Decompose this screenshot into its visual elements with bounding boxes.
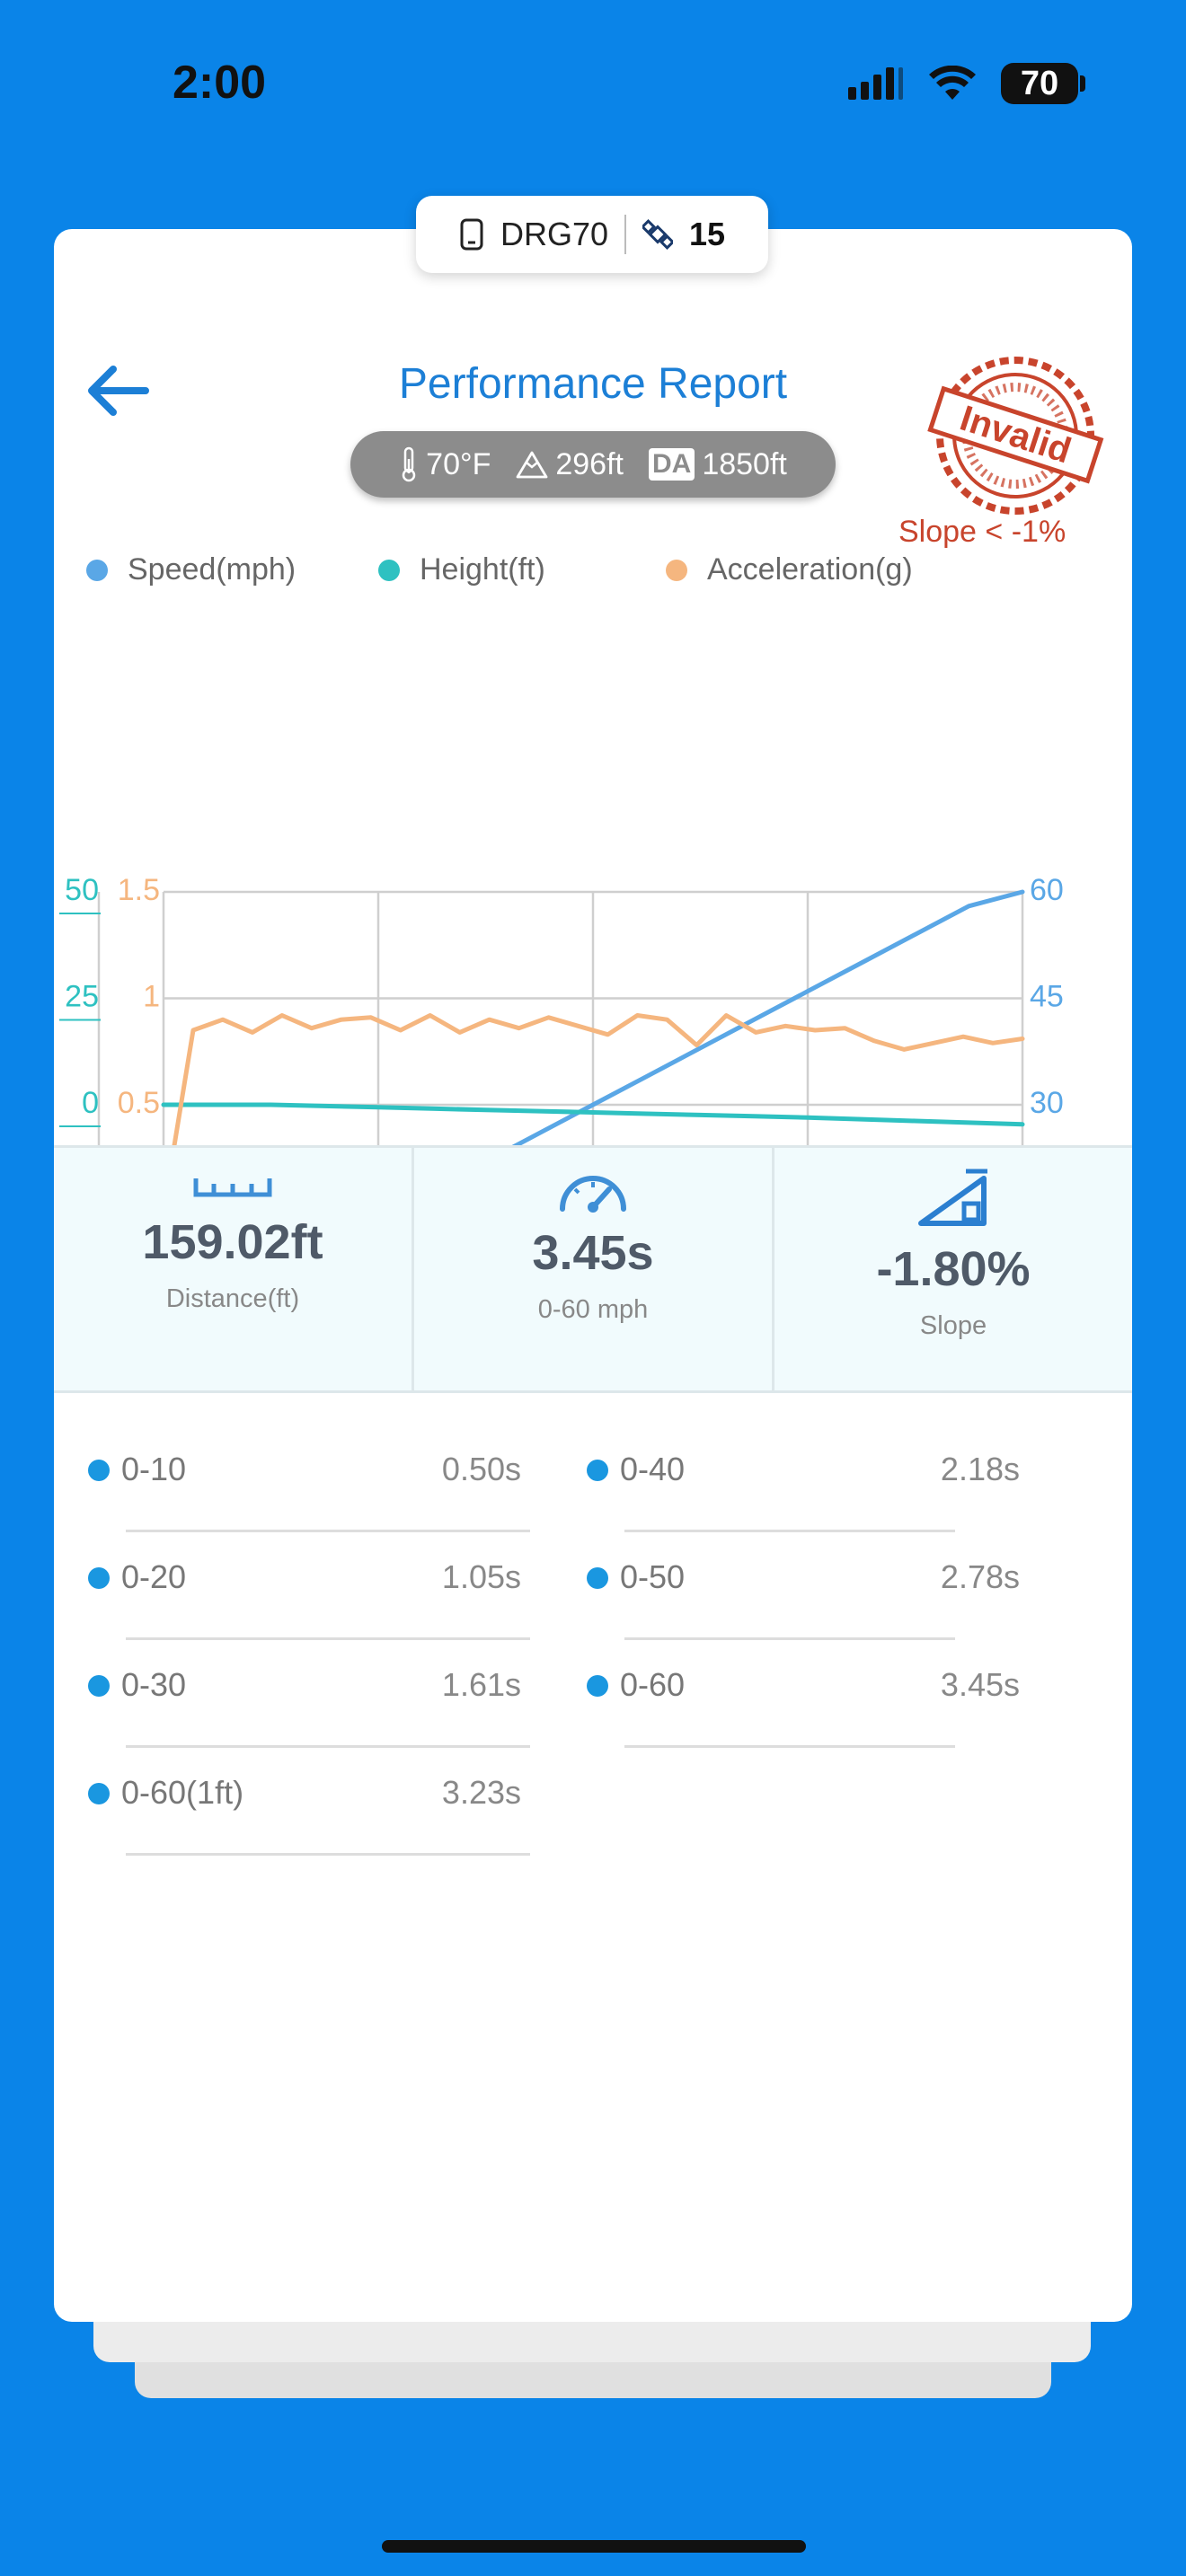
legend-dot-acceleration <box>666 559 687 581</box>
density-altitude-item: DA 1850ft <box>648 446 787 482</box>
stat-value: 159.02ft <box>142 1215 323 1269</box>
split-divider <box>624 1745 955 1748</box>
split-label: 0-60(1ft) <box>121 1774 244 1811</box>
split-label: 0-40 <box>620 1451 686 1487</box>
accel-tick-label: 0.5 <box>118 1086 160 1120</box>
split-row: 0-40 2.18s <box>553 1424 1020 1532</box>
stat-label: 0-60 mph <box>537 1295 649 1324</box>
split-row: 0-60(1ft) 3.23s <box>54 1747 530 1856</box>
height-line <box>161 1102 1025 1127</box>
speed-tick-label: 60 <box>1030 873 1064 907</box>
legend-label: Speed(mph) <box>128 552 296 587</box>
split-divider <box>126 1853 530 1856</box>
split-row: 0-20 1.05s <box>54 1531 530 1640</box>
split-value: 2.78s <box>940 1558 1020 1595</box>
report-card: Performance Report 70°F 296ft DA 1850ft <box>54 229 1132 2322</box>
stat-value: -1.80% <box>876 1242 1031 1296</box>
pill-divider <box>624 215 626 254</box>
altitude-value: 296ft <box>555 446 624 481</box>
split-dot <box>88 1675 110 1697</box>
ruler-icon <box>193 1178 272 1197</box>
split-divider <box>624 1637 955 1640</box>
density-altitude-value: 1850ft <box>702 446 787 481</box>
stat-label: Distance(ft) <box>165 1284 300 1313</box>
split-divider <box>624 1530 955 1532</box>
stat-value: 3.45s <box>532 1226 654 1280</box>
device-icon <box>460 218 483 251</box>
height-tick-label: 50 <box>65 873 99 907</box>
split-dot <box>88 1567 110 1589</box>
speedometer-icon <box>560 1176 626 1213</box>
split-value: 1.61s <box>441 1666 521 1703</box>
split-dot <box>587 1460 608 1481</box>
split-dot <box>88 1460 110 1481</box>
mountain-icon <box>516 451 548 479</box>
slope-icon <box>918 1169 987 1226</box>
speed-tick-label: 45 <box>1030 979 1064 1013</box>
wifi-icon <box>929 66 976 100</box>
accel-tick-label: 1.5 <box>118 873 160 907</box>
accel-tick-label: 1 <box>143 979 160 1013</box>
cellular-signal-icon <box>848 67 903 100</box>
height-tick-label: 0 <box>82 1086 99 1120</box>
split-divider <box>126 1637 530 1640</box>
split-value: 3.23s <box>441 1774 521 1811</box>
legend-speed: Speed(mph) <box>86 552 378 587</box>
temperature-item: 70°F <box>399 446 491 482</box>
satellite-count: 15 <box>689 216 726 252</box>
legend-dot-speed <box>86 559 108 581</box>
height-tick-label: 25 <box>65 979 99 1013</box>
device-name: DRG70 <box>500 216 608 252</box>
split-label: 0-50 <box>620 1558 686 1595</box>
split-divider <box>126 1745 530 1748</box>
temperature-value: 70°F <box>426 446 491 481</box>
legend-acceleration: Acceleration(g) <box>666 552 913 587</box>
legend-height: Height(ft) <box>378 552 666 587</box>
split-label: 0-30 <box>121 1666 187 1703</box>
split-dot <box>587 1675 608 1697</box>
altitude-item: 296ft <box>516 447 624 482</box>
split-dot <box>88 1783 110 1804</box>
legend-dot-height <box>378 559 400 581</box>
slope-warning: Slope < -1% <box>898 515 1067 549</box>
split-value: 0.50s <box>441 1451 521 1487</box>
split-value: 2.18s <box>940 1451 1020 1487</box>
legend-label: Height(ft) <box>420 552 545 587</box>
status-icons: 70 <box>846 63 1085 104</box>
stat-0-60: 3.45s 0-60 mph <box>412 1148 772 1390</box>
invalid-stamp: Invalid <box>927 357 1104 515</box>
conditions-pill: 70°F 296ft DA 1850ft <box>350 431 836 498</box>
satellite-icon <box>642 219 673 250</box>
thermometer-icon <box>402 446 416 482</box>
acceleration-line <box>161 1013 1025 1213</box>
battery-indicator: 70 <box>1001 63 1085 104</box>
split-row: 0-60 3.45s <box>553 1639 1020 1748</box>
stat-slope: -1.80% Slope <box>772 1148 1132 1390</box>
split-dot <box>587 1567 608 1589</box>
split-label: 0-20 <box>121 1558 187 1595</box>
split-label: 0-10 <box>121 1451 187 1487</box>
split-row: 0-50 2.78s <box>553 1531 1020 1640</box>
stat-label: Slope <box>919 1311 987 1340</box>
split-row: 0-30 1.61s <box>54 1639 530 1748</box>
split-row: 0-10 0.50s <box>54 1424 530 1532</box>
da-badge: DA <box>648 448 695 481</box>
status-time: 2:00 <box>173 57 267 109</box>
legend-label: Acceleration(g) <box>707 552 913 587</box>
speed-tick-label: 30 <box>1030 1086 1064 1120</box>
split-divider <box>126 1530 530 1532</box>
split-value: 3.45s <box>940 1666 1020 1703</box>
stat-distance: 159.02ft Distance(ft) <box>54 1148 412 1390</box>
device-pill[interactable]: DRG70 15 <box>416 196 768 273</box>
home-indicator <box>382 2540 806 2553</box>
split-value: 1.05s <box>441 1558 521 1595</box>
stats-panel: 159.02ft Distance(ft) 3.45s 0-60 mph -1.… <box>54 1145 1132 1393</box>
stamp-text: Invalid <box>955 399 1075 472</box>
chart-legend: Speed(mph) Height(ft) Acceleration(g) <box>86 552 913 587</box>
page-title: Performance Report <box>398 360 788 408</box>
split-label: 0-60 <box>620 1666 686 1703</box>
back-arrow-icon[interactable] <box>81 355 153 427</box>
